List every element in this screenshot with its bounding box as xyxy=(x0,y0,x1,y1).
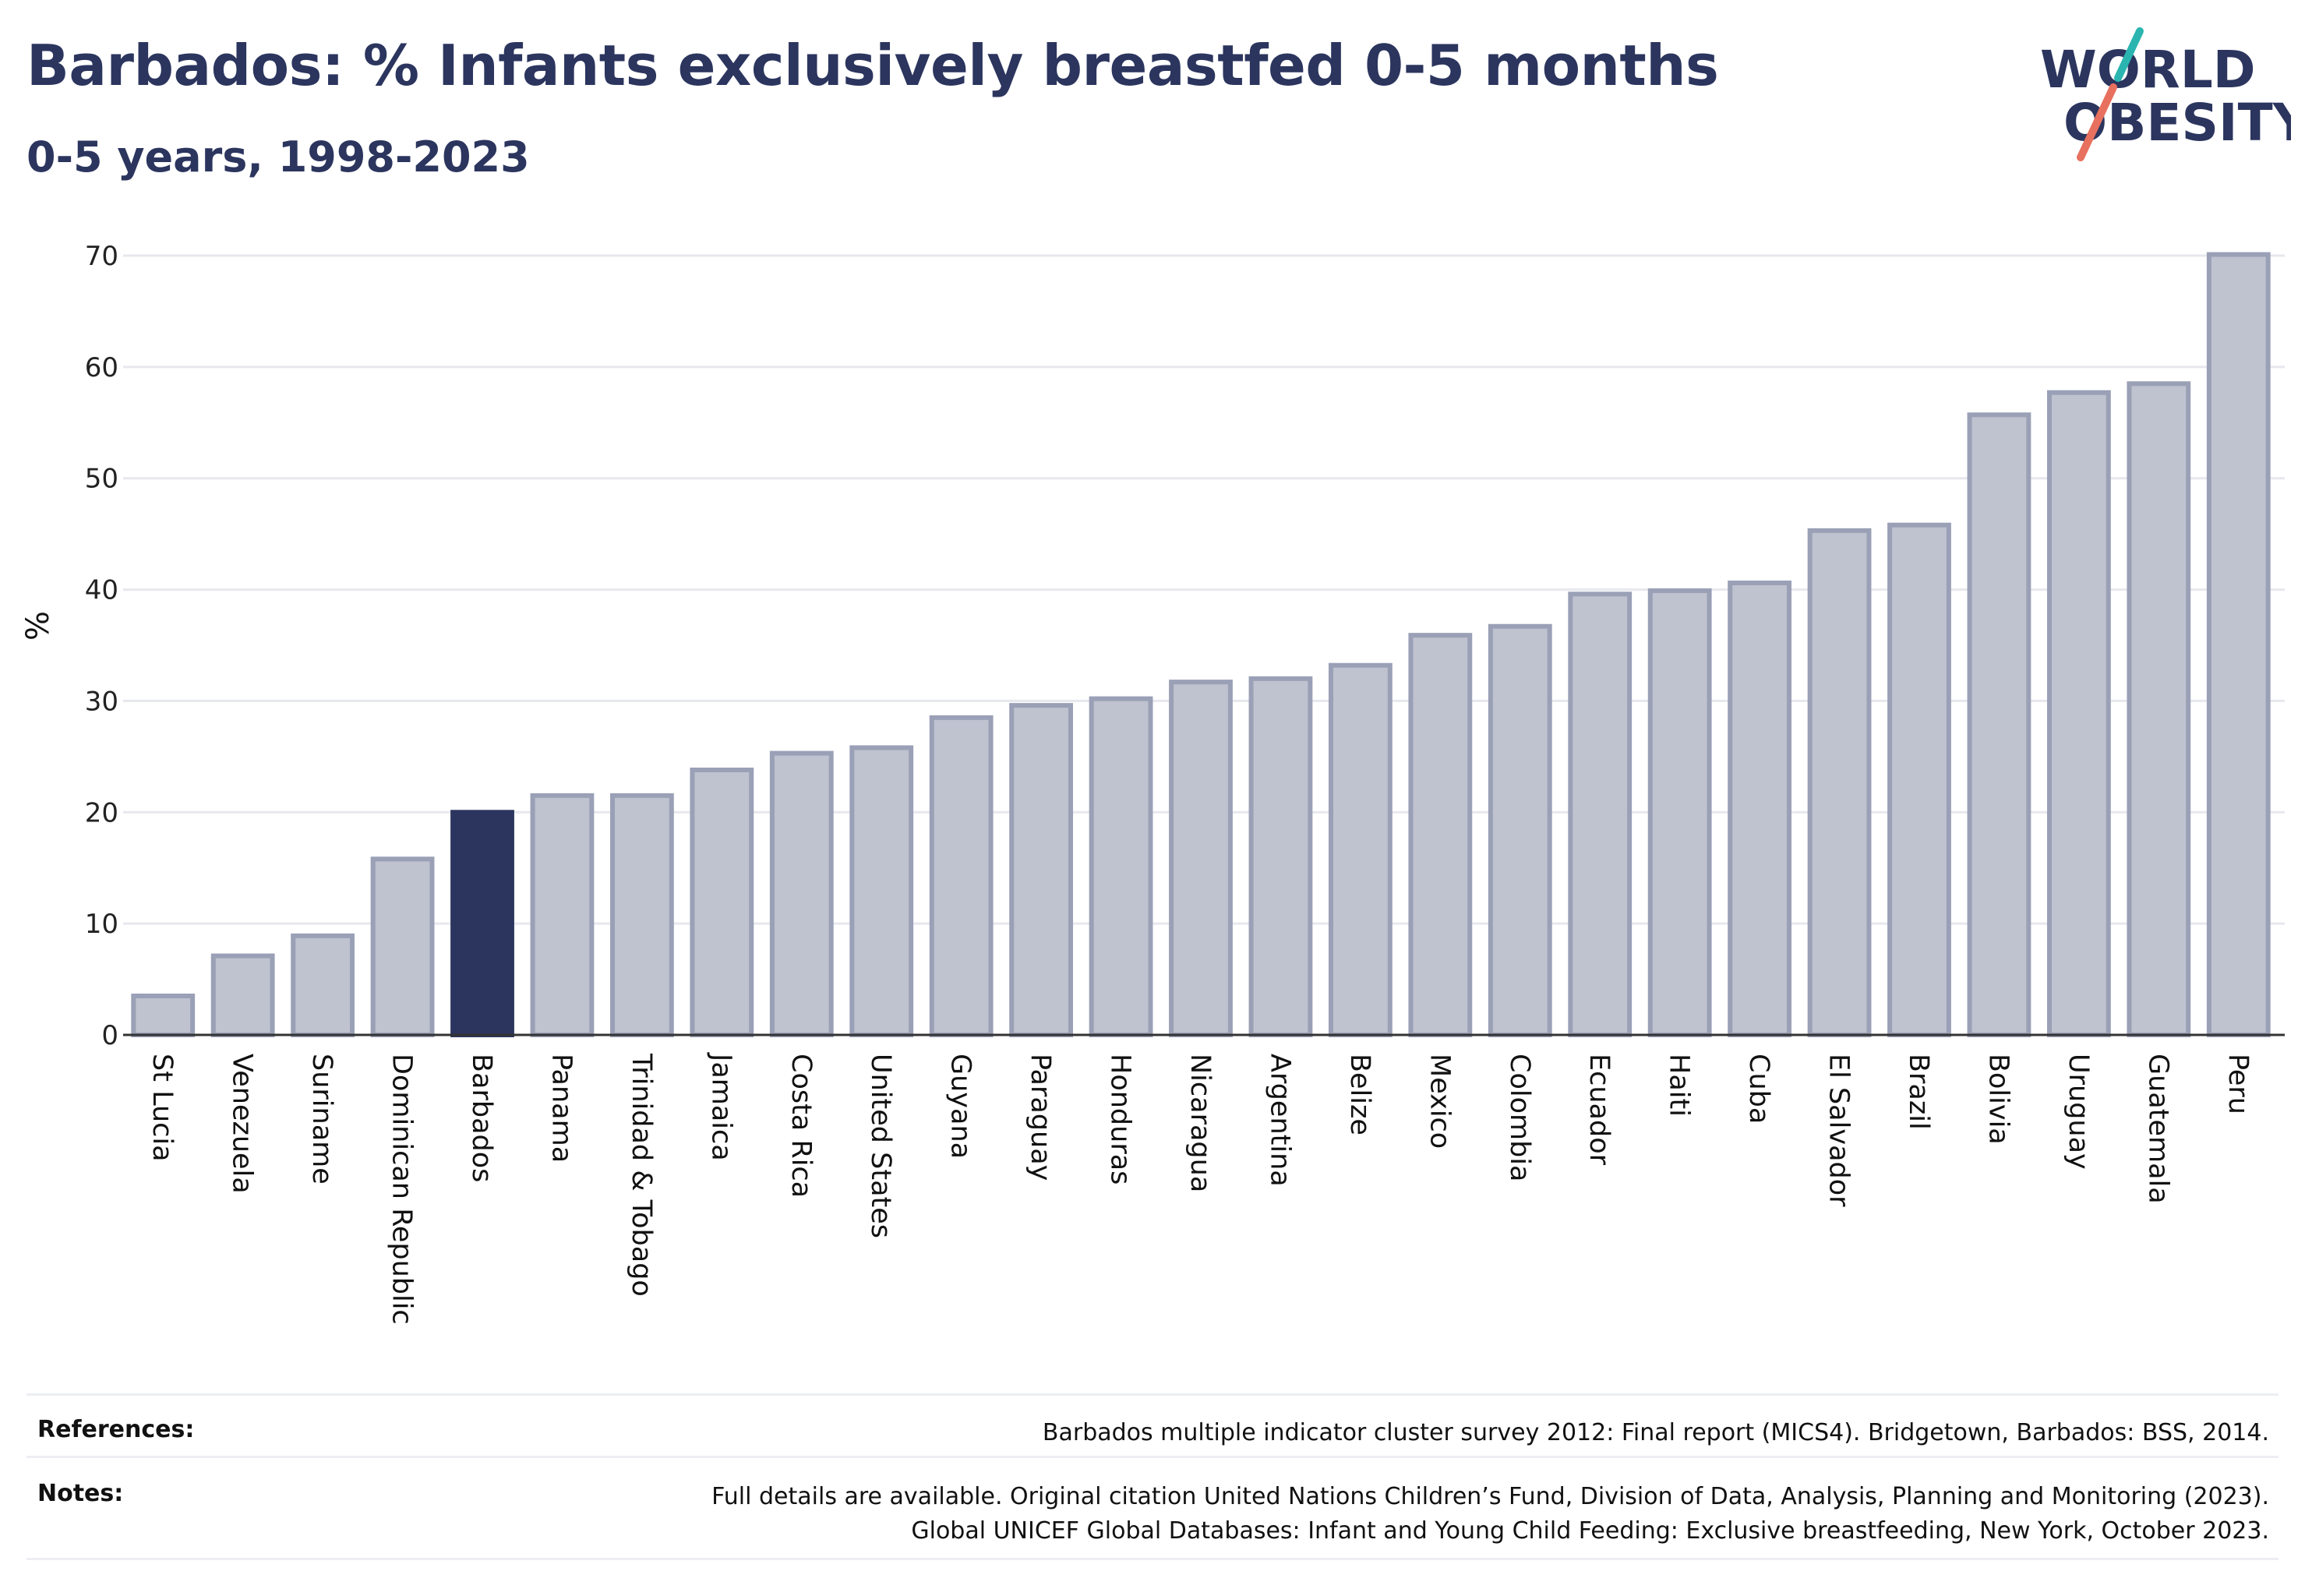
notes-line-1: Full details are available. Original cit… xyxy=(711,1483,2269,1510)
bar-guyana xyxy=(929,715,994,1037)
x-tick-label: Haiti xyxy=(1664,1054,1695,1117)
notes-label: Notes: xyxy=(37,1480,124,1507)
bar-peru xyxy=(2206,252,2271,1038)
chart-title: Barbados: % Infants exclusively breastfe… xyxy=(26,33,1719,98)
bar-dominican-republic xyxy=(370,856,435,1038)
y-tick-label: 40 xyxy=(85,575,118,606)
x-tick-label: Uruguay xyxy=(2063,1054,2094,1170)
logo-word-world: WORLD xyxy=(2040,40,2256,100)
bar-guatemala xyxy=(2127,381,2191,1037)
bar-cuba xyxy=(1728,581,1792,1037)
x-tick-label: Dominican Republic xyxy=(387,1054,418,1325)
x-tick-label: Suriname xyxy=(306,1054,337,1185)
x-tick-label: Bolivia xyxy=(1982,1054,2014,1145)
y-tick-label: 0 xyxy=(101,1020,118,1051)
bar-jamaica xyxy=(690,768,754,1037)
x-tick-label: Ecuador xyxy=(1583,1054,1615,1166)
bar-panama xyxy=(530,793,595,1037)
x-axis-ticks: St Lucia Venezuela Suriname Dominican Repub… xyxy=(146,1052,2254,1325)
x-tick-label: Costa Rica xyxy=(785,1054,817,1198)
bar-honduras xyxy=(1089,696,1153,1037)
x-tick-label: Argentina xyxy=(1264,1054,1295,1187)
bar-belize xyxy=(1328,662,1393,1037)
chart-subtitle: 0-5 years, 1998-2023 xyxy=(26,132,530,182)
bar-paraguay xyxy=(1009,703,1074,1038)
y-tick-label: 60 xyxy=(85,352,118,383)
x-tick-label: El Salvador xyxy=(1823,1054,1855,1207)
bar-argentina xyxy=(1248,676,1313,1037)
x-tick-label: Jamaica xyxy=(705,1052,736,1161)
y-tick-label: 10 xyxy=(85,909,118,940)
bars xyxy=(123,252,2285,1038)
notes-text: Full details are available. Original cit… xyxy=(711,1480,2279,1548)
x-tick-label: United States xyxy=(865,1054,896,1238)
y-axis-ticks: 0 10 20 30 40 50 60 70 xyxy=(85,241,118,1051)
bar-mexico xyxy=(1408,633,1473,1037)
x-tick-label: Trinidad & Tobago xyxy=(626,1053,657,1297)
y-tick-label: 20 xyxy=(85,797,118,828)
x-tick-label: Paraguay xyxy=(1025,1054,1056,1181)
x-tick-label: Barbados xyxy=(466,1054,497,1182)
bar-costa-rica xyxy=(769,750,834,1037)
x-tick-label: Venezuela xyxy=(227,1054,258,1194)
x-tick-label: Guatemala xyxy=(2142,1054,2173,1204)
bar-trinidad-tobago xyxy=(609,793,674,1037)
logo-slash-top xyxy=(2114,27,2144,82)
bar-nicaragua xyxy=(1169,680,1233,1038)
bar-brazil xyxy=(1887,522,1951,1037)
references-text: Barbados multiple indicator cluster surv… xyxy=(1042,1419,2269,1446)
world-obesity-logo: WORLD OBESITY xyxy=(2040,27,2291,161)
x-tick-label: Colombia xyxy=(1504,1054,1535,1181)
bar-bolivia xyxy=(1967,412,2031,1037)
bar-chart: 0 10 20 30 40 50 60 70 St Lucia Venezuela Surinam… xyxy=(20,241,2285,1325)
bar-barbados xyxy=(450,810,514,1038)
x-tick-label: Brazil xyxy=(1903,1054,1934,1130)
bar-ecuador xyxy=(1568,591,1633,1037)
bar-haiti xyxy=(1647,588,1712,1037)
x-tick-label: Peru xyxy=(2222,1054,2254,1114)
bar-st-lucia xyxy=(131,994,196,1037)
bar-venezuela xyxy=(210,953,275,1037)
bar-united-states xyxy=(849,745,914,1038)
x-tick-label: Guyana xyxy=(945,1054,976,1159)
x-tick-label: St Lucia xyxy=(146,1054,178,1162)
y-tick-label: 70 xyxy=(85,241,118,272)
notes-line-2: Global UNICEF Global Databases: Infant a… xyxy=(911,1517,2269,1545)
logo-slash-bottom xyxy=(2077,83,2117,161)
references-label: References: xyxy=(37,1416,195,1443)
bar-colombia xyxy=(1488,623,1552,1037)
bar-uruguay xyxy=(2046,390,2111,1037)
y-axis-label: % xyxy=(20,611,56,641)
x-tick-label: Belize xyxy=(1344,1054,1375,1135)
x-tick-label: Panama xyxy=(545,1054,577,1163)
references-row: References: Barbados multiple indicator … xyxy=(26,1393,2279,1458)
bar-el-salvador xyxy=(1807,528,1872,1037)
y-tick-label: 50 xyxy=(85,464,118,495)
x-tick-label: Cuba xyxy=(1743,1054,1774,1124)
bar-suriname xyxy=(291,933,355,1038)
y-tick-label: 30 xyxy=(85,686,118,717)
x-tick-label: Nicaragua xyxy=(1184,1054,1216,1192)
logo-word-obesity: OBESITY xyxy=(2063,93,2291,153)
x-tick-label: Honduras xyxy=(1105,1054,1136,1185)
x-tick-label: Mexico xyxy=(1424,1054,1455,1149)
notes-row: Notes: Full details are available. Origi… xyxy=(26,1456,2279,1560)
